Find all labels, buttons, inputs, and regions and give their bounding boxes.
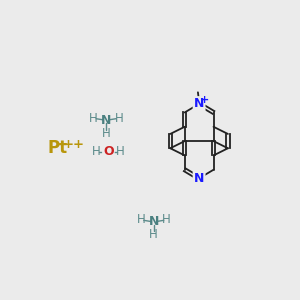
- Text: H: H: [115, 112, 123, 124]
- Text: O: O: [103, 145, 114, 158]
- Text: H: H: [116, 145, 125, 158]
- Text: H: H: [149, 228, 158, 241]
- Text: ++: ++: [62, 138, 85, 151]
- Text: N: N: [194, 172, 204, 185]
- Text: Pt: Pt: [47, 139, 67, 157]
- Text: H: H: [162, 213, 171, 226]
- Text: H: H: [102, 127, 110, 140]
- Text: N: N: [148, 215, 159, 229]
- Text: +: +: [200, 95, 209, 105]
- Text: N: N: [194, 98, 204, 110]
- Text: H: H: [89, 112, 98, 124]
- Text: N: N: [101, 114, 111, 127]
- Text: H: H: [92, 145, 101, 158]
- Text: H: H: [136, 213, 145, 226]
